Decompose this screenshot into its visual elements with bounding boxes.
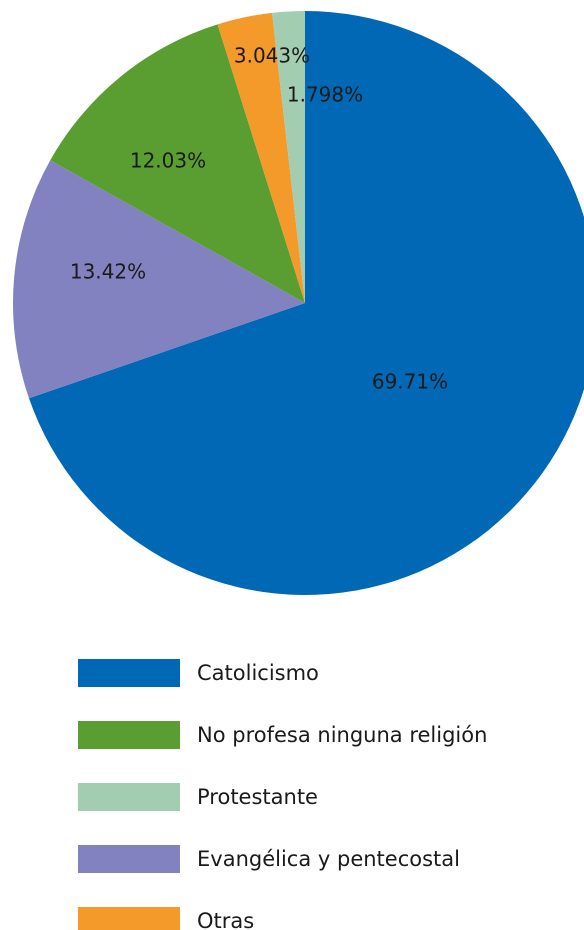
data-label: 1.798% [287,83,363,107]
data-label: 69.71% [372,370,448,394]
pie-slice [50,24,305,303]
legend-label: No profesa ninguna religión [197,723,487,747]
data-label: 3.043% [234,44,310,68]
legend-swatch [78,783,180,811]
legend-swatch [78,659,180,687]
legend-swatch [78,721,180,749]
pie-slice [217,12,305,303]
legend-label: Protestante [197,785,318,809]
data-label: 12.03% [130,149,206,173]
pie-slice [28,11,584,595]
pie-slice [12,160,306,399]
data-label: 13.42% [70,260,146,284]
legend-swatch [78,845,180,873]
legend-swatch [78,907,180,930]
pie-slice [272,11,305,303]
legend-label: Otras [197,909,254,930]
legend-label: Catolicismo [197,661,319,685]
legend-label: Evangélica y pentecostal [197,847,460,871]
